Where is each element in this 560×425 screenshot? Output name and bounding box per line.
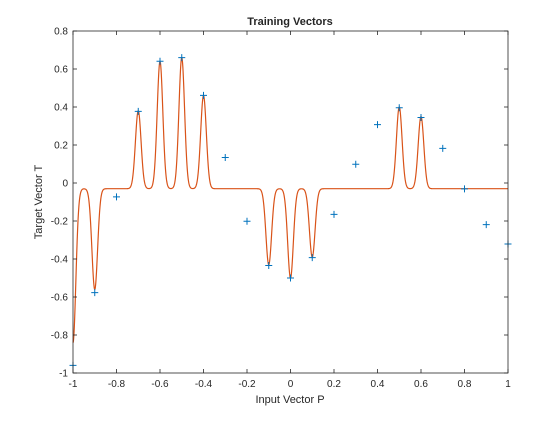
y-tick-label: 0.8 xyxy=(54,27,68,38)
x-tick-label: 0.8 xyxy=(458,379,472,390)
data-point xyxy=(482,221,490,229)
data-point xyxy=(91,289,99,297)
y-tick-label: -0.6 xyxy=(51,293,69,304)
y-tick-label: -0.2 xyxy=(51,217,69,228)
data-point xyxy=(374,121,381,129)
y-tick-label: -0.8 xyxy=(51,331,69,342)
data-point xyxy=(439,144,447,152)
x-tick-label: -1 xyxy=(69,379,78,390)
data-point xyxy=(352,160,360,168)
y-tick-label: -0.4 xyxy=(51,255,69,266)
data-point xyxy=(113,193,120,201)
data-point xyxy=(287,274,294,282)
data-point xyxy=(221,154,229,162)
y-tick-label: 0.2 xyxy=(54,141,68,152)
y-tick-label: 0.6 xyxy=(54,65,68,76)
chart-title: Training Vectors xyxy=(247,16,333,28)
x-tick-label: 0.6 xyxy=(414,379,428,390)
x-tick-label: 1 xyxy=(505,379,511,390)
x-tick-label: -0.4 xyxy=(195,379,213,390)
data-point xyxy=(243,217,251,225)
tick-group: -1 -0.8 -0.6 -0.4 -0.2 0 0.2 0.4 0.6 0.8 1 -1 -0.8 -0… xyxy=(51,27,511,391)
x-tick-label: 0 xyxy=(288,379,294,390)
y-tick-label: -1 xyxy=(59,369,68,380)
x-axis-label: Input Vector P xyxy=(255,394,324,406)
y-tick-label: 0 xyxy=(62,179,68,190)
data-point xyxy=(200,91,207,99)
data-point xyxy=(461,185,468,193)
data-point xyxy=(395,104,403,112)
data-point xyxy=(417,113,425,121)
data-point xyxy=(265,261,273,269)
x-tick-label: -0.2 xyxy=(238,379,256,390)
x-tick-label: -0.8 xyxy=(108,379,126,390)
data-point xyxy=(330,210,338,218)
data-point xyxy=(178,54,186,62)
data-point xyxy=(156,57,164,65)
y-axis-label: Target Vector T xyxy=(33,165,45,240)
y-tick-label: 0.4 xyxy=(54,103,68,114)
x-tick-label: 0.2 xyxy=(327,379,341,390)
data-point xyxy=(134,107,142,115)
plot-area xyxy=(73,31,508,373)
x-tick-label: -0.6 xyxy=(151,379,169,390)
data-point xyxy=(308,254,316,262)
x-tick-label: 0.4 xyxy=(371,379,385,390)
